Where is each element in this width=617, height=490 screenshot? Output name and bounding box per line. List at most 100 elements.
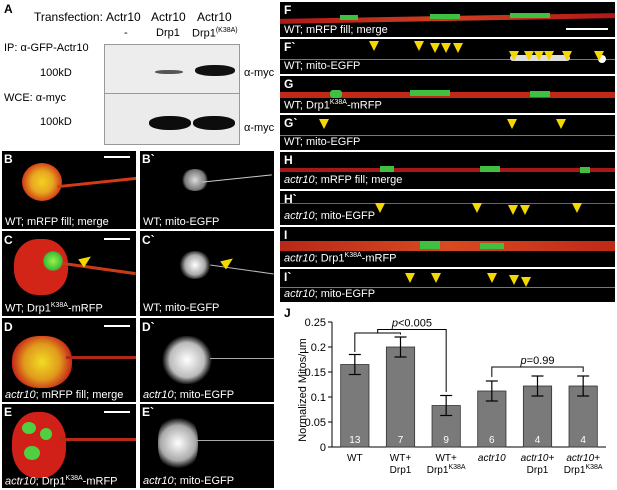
band-wce-lane2 bbox=[149, 116, 191, 130]
image-e bbox=[2, 404, 136, 488]
image-i2 bbox=[280, 269, 615, 302]
blot-wce bbox=[104, 93, 240, 145]
panel-label-g2: G` bbox=[284, 116, 298, 130]
bar-n-label: 4 bbox=[580, 435, 586, 446]
y-tick-label: 0.2 bbox=[311, 342, 326, 354]
panel-label-e2: E` bbox=[142, 405, 154, 419]
arrowhead-g2-2 bbox=[507, 119, 517, 129]
arrowhead-g2-3 bbox=[556, 119, 566, 129]
caption-b2: WT; mito-EGFP bbox=[143, 216, 220, 228]
image-f bbox=[280, 2, 615, 37]
arrowhead-f2-3 bbox=[430, 43, 440, 53]
bar bbox=[385, 346, 416, 448]
image-d bbox=[2, 318, 136, 402]
band-ip-lane3 bbox=[195, 65, 235, 76]
arrowhead-f2-11 bbox=[594, 51, 604, 61]
panel-label-d: D bbox=[4, 320, 13, 334]
x-tick-label: WT+ bbox=[435, 453, 457, 464]
x-tick-label-line2: Drp1K38A bbox=[427, 464, 466, 476]
bracket-k38a bbox=[377, 329, 447, 392]
panel-label-h2: H` bbox=[284, 192, 297, 206]
bar-n-label: 9 bbox=[443, 435, 449, 446]
caption-h2: actr10; mito-EGFP bbox=[284, 210, 376, 222]
lane1-bottom: - bbox=[124, 27, 128, 39]
image-g2 bbox=[280, 115, 615, 150]
caption-i: actr10; Drp1K38A-mRFP bbox=[284, 252, 397, 265]
panel-label-j: J bbox=[284, 306, 291, 320]
caption-c: WT; Drp1K38A-mRFP bbox=[5, 302, 103, 315]
arrowhead-i2-4 bbox=[509, 275, 519, 285]
arrowhead-f2-9 bbox=[544, 51, 554, 61]
wce-label: WCE: α-myc bbox=[4, 92, 66, 104]
caption-d2: actr10; mito-EGFP bbox=[143, 389, 235, 401]
panel-label-b: B bbox=[4, 152, 13, 166]
y-axis-label: Normalized Mitos/µm bbox=[297, 338, 309, 442]
ab-top: α-myc bbox=[244, 67, 275, 79]
arrowhead-h2-3 bbox=[508, 205, 518, 215]
panel-label-d2: D` bbox=[142, 320, 155, 334]
panel-label-b2: B` bbox=[142, 152, 155, 166]
caption-f2: WT; mito-EGFP bbox=[284, 60, 361, 72]
arrowhead-f2-1 bbox=[369, 41, 379, 51]
caption-i2: actr10; mito-EGFP bbox=[284, 288, 376, 300]
x-tick-label: WT+ bbox=[390, 453, 412, 464]
y-tick-label: 0.1 bbox=[311, 392, 326, 404]
arrowhead-h2-2 bbox=[472, 203, 482, 213]
lane3-top: Actr10 bbox=[197, 10, 232, 24]
panel-label-h: H bbox=[284, 153, 293, 167]
lane2-bottom: Drp1 bbox=[156, 27, 180, 39]
x-tick-label: WT bbox=[347, 453, 363, 464]
x-tick-label: actr10 bbox=[478, 453, 506, 464]
panel-label-g: G bbox=[284, 77, 294, 91]
mw-bottom: 100kD bbox=[40, 116, 72, 128]
scale-bar-f bbox=[566, 28, 608, 30]
bar-n-label: 13 bbox=[349, 435, 361, 446]
bar-n-label: 7 bbox=[398, 435, 404, 446]
panel-label-i: I bbox=[284, 228, 288, 242]
arrowhead-i2-2 bbox=[431, 273, 441, 283]
bracket-actr10 bbox=[491, 366, 584, 377]
lane2-top: Actr10 bbox=[151, 10, 186, 24]
caption-g2: WT; mito-EGFP bbox=[284, 136, 361, 148]
image-g bbox=[280, 76, 615, 113]
image-c bbox=[2, 231, 136, 316]
panel-label-i2: I` bbox=[284, 270, 292, 284]
arrowhead-h2-5 bbox=[572, 203, 582, 213]
arrowhead-i2-3 bbox=[487, 273, 497, 283]
x-tick-label-line2: Drp1 bbox=[527, 465, 549, 476]
scale-bar-c bbox=[104, 238, 130, 240]
mw-top: 100kD bbox=[40, 67, 72, 79]
image-c2 bbox=[140, 231, 274, 316]
image-b2 bbox=[140, 151, 274, 229]
panel-label-a: A bbox=[4, 2, 13, 16]
image-h2 bbox=[280, 191, 615, 225]
lane1-top: Actr10 bbox=[106, 10, 141, 24]
lane3-bottom: Drp1(K38A) bbox=[192, 27, 238, 40]
caption-g: WT; Drp1K38A-mRFP bbox=[284, 99, 382, 112]
bar-n-label: 4 bbox=[535, 435, 541, 446]
scale-bar-b bbox=[104, 156, 130, 158]
caption-h: actr10; mRFP fill; merge bbox=[284, 174, 403, 186]
caption-d: actr10; mRFP fill; merge bbox=[5, 389, 124, 401]
arrowhead-f2-5 bbox=[453, 43, 463, 53]
image-b bbox=[2, 151, 136, 229]
arrowhead-i2-5 bbox=[521, 277, 531, 287]
x-tick-label-line2: Drp1K38A bbox=[564, 464, 603, 476]
y-tick-label: 0.05 bbox=[305, 417, 326, 429]
caption-e: actr10; Drp1K38A-mRFP bbox=[5, 475, 118, 488]
panel-label-c2: C` bbox=[142, 233, 155, 247]
x-tick-label: actr10+ bbox=[521, 453, 555, 464]
y-tick-label: 0.25 bbox=[305, 317, 326, 329]
panel-label-f2: F` bbox=[284, 40, 296, 54]
y-tick-label: 0 bbox=[320, 442, 326, 454]
bar-chart-j: Normalized Mitos/µm 00.050.10.150.20.25 … bbox=[297, 317, 606, 476]
image-e2 bbox=[140, 404, 274, 488]
bar bbox=[340, 364, 370, 448]
scale-bar-d bbox=[104, 325, 130, 327]
arrowhead-f2-10 bbox=[562, 51, 572, 61]
y-tick-label: 0.15 bbox=[305, 367, 326, 379]
x-tick-label: actr10+ bbox=[566, 453, 600, 464]
ab-bottom: α-myc bbox=[244, 122, 275, 134]
arrowhead-g2-1 bbox=[319, 119, 329, 129]
arrowhead-h2-4 bbox=[520, 205, 530, 215]
